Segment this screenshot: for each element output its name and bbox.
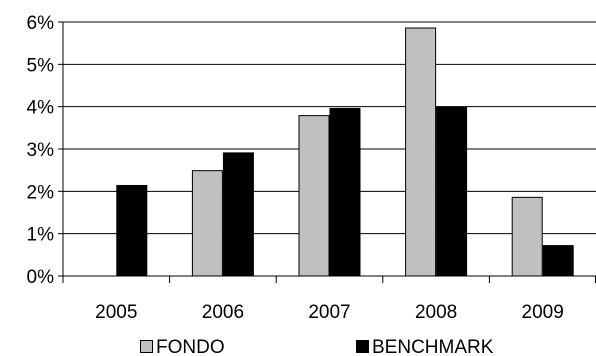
legend-item-fondo: FONDO [140,337,225,356]
x-tick-label: 2006 [202,302,244,323]
x-tick-label: 2005 [95,302,137,323]
bars [116,27,574,277]
y-tick-label: 6% [27,13,55,34]
legend-item-benchmark: BENCHMARK [356,337,494,356]
bar-benchmark-2007 [329,107,361,277]
y-tick-label: 5% [27,55,55,76]
x-tick-label: 2008 [415,302,457,323]
bar-benchmark-2005 [116,184,148,277]
y-tick-label: 4% [27,98,55,119]
y-tick-label: 1% [27,225,55,246]
y-tick-label: 0% [27,267,55,288]
bar-benchmark-2006 [222,152,254,277]
x-tick-labels: 2005 2006 2007 2008 2009 [95,302,564,323]
axes [58,21,596,283]
legend-label: FONDO [156,337,225,356]
x-tick-label: 2007 [308,302,350,323]
legend-swatch [140,340,153,353]
bar-fondo-2009 [511,196,543,277]
bar-fondo-2008 [405,27,437,277]
bar-fondo-2006 [191,170,223,277]
legend-label: BENCHMARK [372,337,494,356]
y-tick-label: 2% [27,182,55,203]
legend-swatch [356,340,369,353]
bar-benchmark-2009 [542,245,574,277]
y-tick-labels: 0% 1% 2% 3% 4% 5% 6% [27,13,55,288]
bar-benchmark-2008 [436,106,468,277]
x-tick-label: 2009 [522,302,564,323]
bar-fondo-2007 [298,115,330,277]
legend: FONDO BENCHMARK [140,337,494,356]
y-tick-label: 3% [27,140,55,161]
